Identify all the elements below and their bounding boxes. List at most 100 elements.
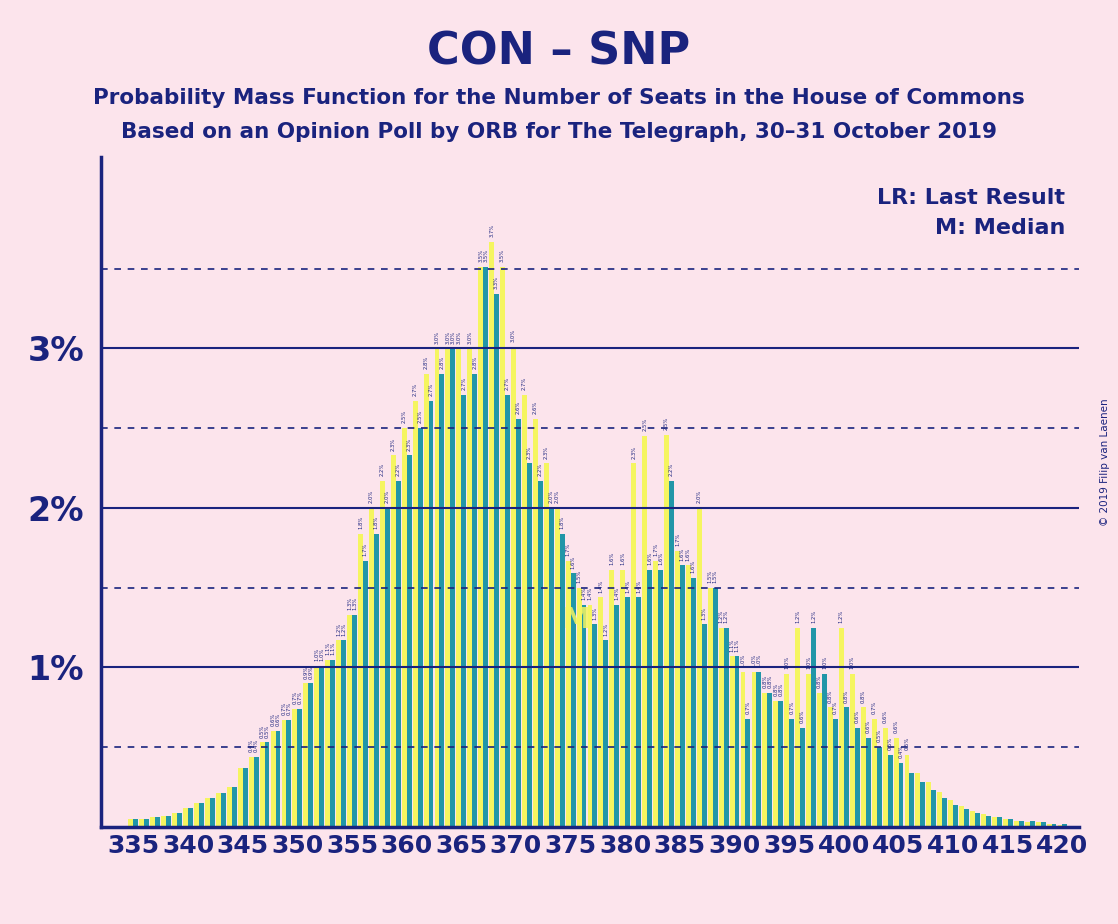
- Text: 2.3%: 2.3%: [527, 445, 532, 458]
- Bar: [238, 768, 243, 827]
- Bar: [604, 640, 608, 827]
- Bar: [625, 597, 631, 827]
- Bar: [188, 808, 193, 827]
- Text: 1.3%: 1.3%: [593, 606, 597, 620]
- Text: 0.7%: 0.7%: [746, 700, 750, 713]
- Text: 1.7%: 1.7%: [363, 542, 368, 556]
- Text: 3.5%: 3.5%: [479, 249, 483, 262]
- Text: 0.4%: 0.4%: [899, 745, 903, 759]
- Bar: [909, 772, 915, 827]
- Text: 1.5%: 1.5%: [577, 570, 581, 583]
- Text: 1.2%: 1.2%: [341, 623, 347, 636]
- Text: 3.0%: 3.0%: [435, 331, 439, 344]
- Bar: [861, 708, 865, 827]
- Text: 2.2%: 2.2%: [669, 463, 674, 476]
- Bar: [937, 792, 942, 827]
- Text: 0.4%: 0.4%: [248, 739, 254, 752]
- Bar: [927, 783, 931, 827]
- Text: 1.4%: 1.4%: [581, 588, 587, 601]
- Text: 1.3%: 1.3%: [347, 597, 352, 610]
- Bar: [959, 807, 964, 827]
- Text: 1.0%: 1.0%: [319, 648, 324, 661]
- Bar: [751, 673, 757, 827]
- Bar: [822, 674, 827, 827]
- Text: 2.0%: 2.0%: [369, 490, 373, 504]
- Bar: [543, 463, 549, 827]
- Bar: [577, 588, 581, 827]
- Text: 1.0%: 1.0%: [784, 656, 789, 669]
- Text: 2.8%: 2.8%: [439, 356, 445, 370]
- Text: 1.7%: 1.7%: [675, 533, 680, 546]
- Text: 3.0%: 3.0%: [467, 331, 472, 344]
- Bar: [997, 818, 1002, 827]
- Text: 1.6%: 1.6%: [609, 553, 615, 565]
- Bar: [341, 640, 345, 827]
- Bar: [424, 374, 428, 827]
- Bar: [462, 395, 466, 827]
- Text: 0.6%: 0.6%: [800, 710, 805, 723]
- Text: 1.1%: 1.1%: [730, 638, 735, 651]
- Bar: [686, 565, 691, 827]
- Text: CON – SNP: CON – SNP: [427, 30, 691, 74]
- Bar: [451, 348, 455, 827]
- Bar: [806, 674, 811, 827]
- Bar: [373, 533, 379, 827]
- Bar: [133, 819, 139, 827]
- Bar: [195, 803, 199, 827]
- Bar: [439, 374, 444, 827]
- Text: 2.3%: 2.3%: [407, 437, 411, 451]
- Bar: [385, 508, 390, 827]
- Bar: [483, 267, 489, 827]
- Bar: [337, 640, 341, 827]
- Bar: [986, 816, 991, 827]
- Text: 3.5%: 3.5%: [500, 249, 505, 262]
- Bar: [1025, 822, 1030, 827]
- Bar: [352, 614, 357, 827]
- Text: 0.9%: 0.9%: [303, 665, 309, 678]
- Bar: [511, 346, 517, 827]
- Text: 0.8%: 0.8%: [828, 689, 833, 702]
- Text: 3.0%: 3.0%: [511, 329, 517, 342]
- Text: 2.7%: 2.7%: [428, 383, 434, 396]
- Text: 2.3%: 2.3%: [632, 445, 636, 458]
- Bar: [472, 374, 477, 827]
- Bar: [320, 666, 324, 827]
- Text: 0.8%: 0.8%: [861, 689, 865, 702]
- Text: 1.4%: 1.4%: [614, 588, 619, 601]
- Bar: [916, 772, 920, 827]
- Text: 1.6%: 1.6%: [659, 553, 663, 565]
- Bar: [549, 508, 553, 827]
- Bar: [566, 561, 570, 827]
- Bar: [723, 627, 729, 827]
- Bar: [1018, 821, 1024, 827]
- Bar: [467, 348, 472, 827]
- Text: 0.8%: 0.8%: [817, 675, 822, 688]
- Text: 1.1%: 1.1%: [325, 641, 330, 655]
- Bar: [844, 708, 849, 827]
- Text: 1.7%: 1.7%: [653, 542, 659, 556]
- Bar: [161, 816, 167, 827]
- Bar: [855, 728, 860, 827]
- Text: 0.6%: 0.6%: [865, 720, 871, 733]
- Text: 0.7%: 0.7%: [833, 700, 837, 713]
- Bar: [970, 811, 975, 827]
- Bar: [740, 673, 746, 827]
- Bar: [243, 768, 247, 827]
- Bar: [1030, 821, 1034, 827]
- Bar: [227, 787, 231, 827]
- Bar: [1035, 822, 1041, 827]
- Text: 0.7%: 0.7%: [297, 691, 302, 704]
- Text: 2.7%: 2.7%: [413, 383, 418, 396]
- Bar: [609, 570, 614, 827]
- Bar: [231, 787, 237, 827]
- Bar: [358, 533, 363, 827]
- Bar: [664, 434, 669, 827]
- Bar: [931, 790, 936, 827]
- Bar: [533, 419, 538, 827]
- Bar: [144, 819, 150, 827]
- Bar: [1058, 825, 1062, 827]
- Bar: [199, 803, 203, 827]
- Text: 0.7%: 0.7%: [872, 700, 877, 713]
- Bar: [275, 731, 281, 827]
- Bar: [675, 551, 680, 827]
